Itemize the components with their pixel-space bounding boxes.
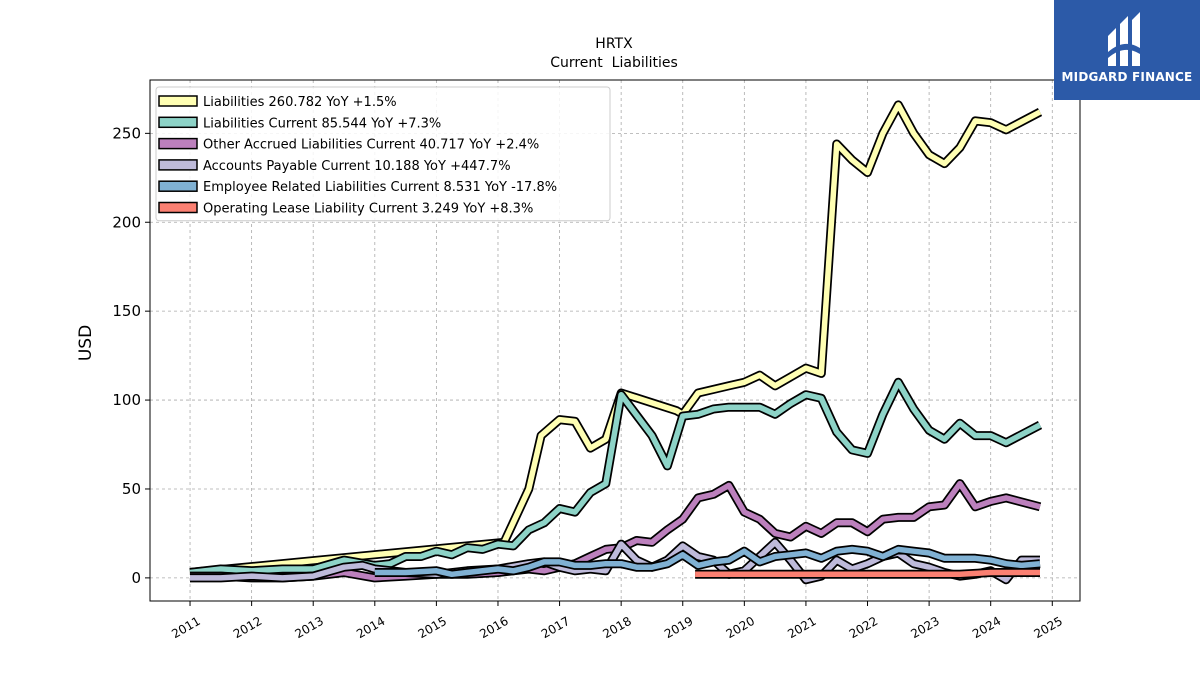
midgard-logo-icon	[1108, 12, 1140, 66]
y-tick-label: 250	[112, 124, 141, 142]
x-tick-label: 2017	[539, 614, 572, 641]
legend-entry: Liabilities Current 85.544 YoY +7.3%	[203, 116, 441, 131]
legend-swatch	[158, 116, 198, 129]
y-tick-label: 50	[122, 480, 141, 498]
x-tick-label: 2019	[662, 614, 695, 641]
chart-subtitle: Current Liabilities	[550, 55, 678, 71]
series-5-line	[695, 568, 1040, 579]
y-tick-label: 0	[131, 569, 141, 587]
x-tick-label: 2016	[477, 614, 510, 641]
series-stroke	[695, 569, 1040, 578]
x-tick-label: 2022	[847, 614, 880, 641]
legend-entry: Accounts Payable Current 10.188 YoY +447…	[203, 159, 511, 174]
x-tick-label: 2015	[416, 614, 449, 641]
logo-text: MIDGARD FINANCE	[1061, 70, 1193, 84]
legend-swatch	[158, 95, 198, 107]
x-tick-label: 2020	[724, 614, 757, 641]
series-4-line	[374, 544, 1041, 579]
y-tick-label: 200	[112, 213, 141, 231]
x-tick-label: 2011	[169, 614, 202, 641]
x-tick-label: 2014	[354, 614, 387, 641]
legend-box	[155, 86, 611, 222]
series-stroke	[189, 102, 1042, 576]
x-tick-label: 2025	[1032, 614, 1065, 641]
legend-swatch	[158, 159, 198, 171]
series-layer	[189, 100, 1043, 585]
series-1-line	[189, 377, 1043, 577]
x-tick-label: 2023	[908, 614, 941, 641]
plot-frame	[149, 79, 1081, 602]
series-0-line	[189, 100, 1043, 577]
x-tick-label: 2024	[970, 614, 1003, 641]
legend-swatch	[158, 180, 198, 192]
legend: Liabilities 260.782 YoY +1.5% Liabilities…	[155, 86, 611, 222]
midgard-finance-logo: MIDGARD FINANCE	[1054, 0, 1200, 100]
legend-swatch	[158, 201, 198, 214]
legend-entry: Operating Lease Liability Current 3.249 …	[203, 202, 533, 217]
y-axis-label: USD	[76, 325, 96, 361]
legend-entry: Employee Related Liabilities Current 8.5…	[203, 180, 557, 195]
legend-entry: Liabilities 260.782 YoY +1.5%	[203, 95, 397, 110]
legend-entry: Other Accrued Liabilities Current 40.717…	[203, 138, 539, 153]
y-tick-label: 100	[112, 391, 141, 409]
x-tick-label: 2012	[231, 614, 264, 641]
series-stroke	[189, 379, 1042, 576]
y-tick-label: 150	[112, 302, 141, 320]
x-tick-label: 2018	[600, 614, 633, 641]
x-tick-label: 2013	[292, 614, 325, 641]
legend-swatch	[158, 137, 198, 150]
chart-title: HRTX	[595, 36, 633, 52]
series-stroke	[374, 546, 1041, 578]
x-tick-label: 2021	[785, 614, 818, 641]
